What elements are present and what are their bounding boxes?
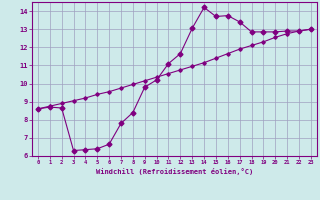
X-axis label: Windchill (Refroidissement éolien,°C): Windchill (Refroidissement éolien,°C)	[96, 168, 253, 175]
